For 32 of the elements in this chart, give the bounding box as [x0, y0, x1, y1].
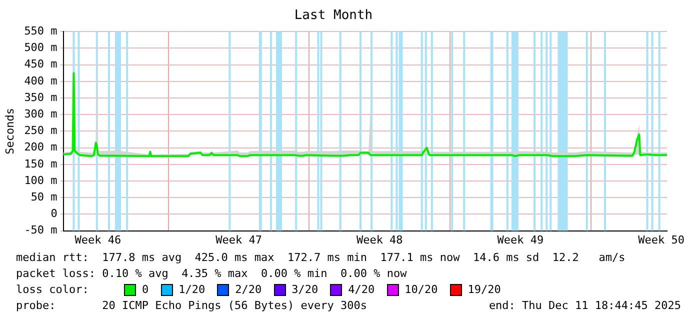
y-tick-label: 450 m [24, 58, 58, 71]
y-tick-label: 50 m [30, 190, 58, 204]
legend-label: 3/20 [292, 282, 318, 298]
text: end: Thu Dec 11 18:44:45 2025 [488, 298, 681, 314]
y-tick-label: -50 m [24, 224, 58, 237]
legend-label: 10/20 [404, 282, 438, 298]
legend-label: 19/20 [468, 282, 501, 298]
y-tick-label: 500 m [24, 41, 58, 54]
x-tick-label: Week 47 [216, 233, 262, 246]
legend-title: loss color: [16, 282, 90, 298]
text: probe: 20 ICMP Echo Pings (56 Bytes) every 300s [16, 298, 367, 314]
y-tick-label: 150 m [24, 157, 58, 170]
x-tick-label: Week 50 [638, 233, 685, 246]
y-tick-label: 100 m [24, 174, 58, 187]
y-tick-label: 400 m [24, 74, 58, 88]
legend-label: 4/20 [348, 282, 375, 298]
y-tick-label: 300 m [24, 107, 58, 120]
y-axis-title: Seconds [3, 108, 16, 154]
legend-label: 1/20 [178, 282, 206, 298]
y-tick-label: 200 m [24, 140, 58, 154]
y-tick-label: 0 [50, 207, 58, 220]
text: median rtt: 177.8 ms avg 425.0 ms max 172.7 ms min 177.1 ms now 14.6 ms sd 12.2 am/s [16, 250, 626, 266]
x-tick-label: Week 46 [74, 233, 122, 246]
y-tick-label: 250 m [24, 124, 58, 138]
text: packet loss: 0.10 % avg 4.35 % max 0.00 % min 0.00 % now [16, 266, 408, 282]
y-tick-label: 350 m [24, 90, 58, 104]
legend-label: 2/20 [235, 282, 262, 298]
x-tick-label: Week 49 [497, 233, 544, 246]
x-tick-label: Week 48 [356, 233, 403, 246]
legend-label: 0 [142, 282, 149, 298]
y-tick-label: 550 m [24, 24, 58, 38]
chart-title: Last Month [294, 8, 373, 24]
